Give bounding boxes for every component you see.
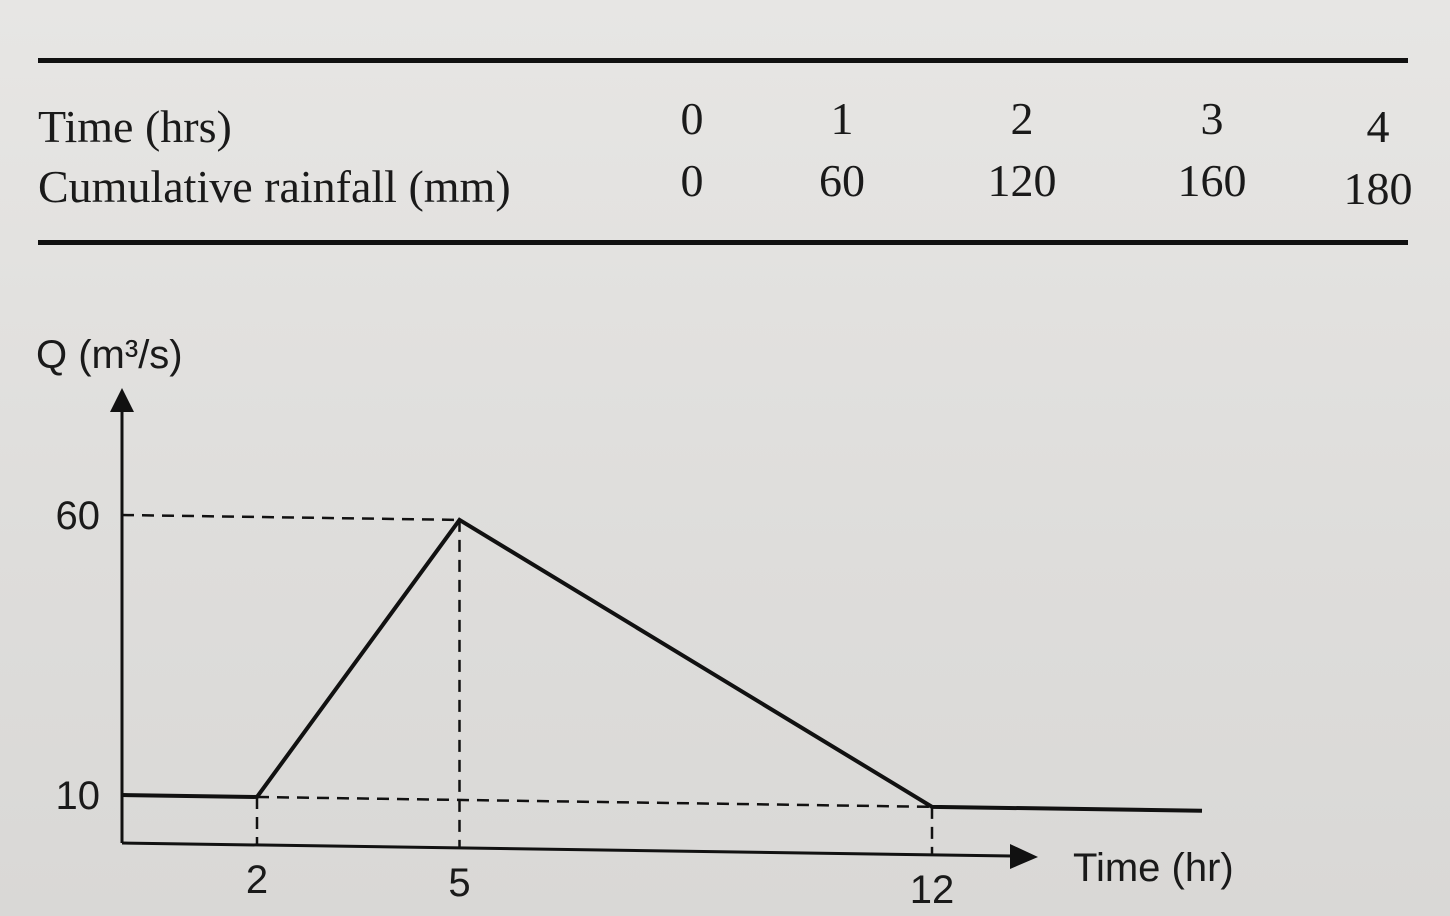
rainfall-cell: 0 [680,155,704,206]
x-tick-label: 12 [910,868,955,912]
time-cell: 2 [1010,93,1034,144]
series [121,517,1203,813]
x-axis-label: Time (hr) [1073,846,1234,890]
rainfall-cell: 180 [1343,163,1413,214]
hydrograph-line [121,517,1203,813]
x-axis-arrowhead [1010,844,1038,869]
time-row-label: Time (hrs) [38,101,232,152]
rainfall-row-label: Cumulative rainfall (mm) [38,161,511,212]
x-axis [121,841,1013,858]
tick-labels: 60 10 2 5 12 [56,494,955,912]
y-tick-label: 60 [56,494,101,538]
rainfall-cell: 60 [819,155,865,206]
y-tick-label: 10 [56,774,101,818]
time-cell: 3 [1200,93,1224,144]
reference-lines [121,513,934,855]
chart-axes [110,388,1038,869]
rainfall-cell: 120 [987,155,1057,206]
table-bottom-rule [38,240,1408,245]
baseflow-separation-line [256,795,933,809]
reference-dashed-line [121,513,460,522]
time-cell: 1 [830,93,854,144]
y-axis-label: Q (m³/s) [36,333,183,377]
rainfall-cell: 160 [1177,155,1247,206]
time-cell: 4 [1366,101,1390,152]
x-tick-label: 2 [246,858,268,902]
y-axis-arrowhead [110,388,134,412]
time-cell: 0 [680,93,704,144]
table-top-rule [38,58,1408,63]
x-tick-label: 5 [448,861,470,905]
